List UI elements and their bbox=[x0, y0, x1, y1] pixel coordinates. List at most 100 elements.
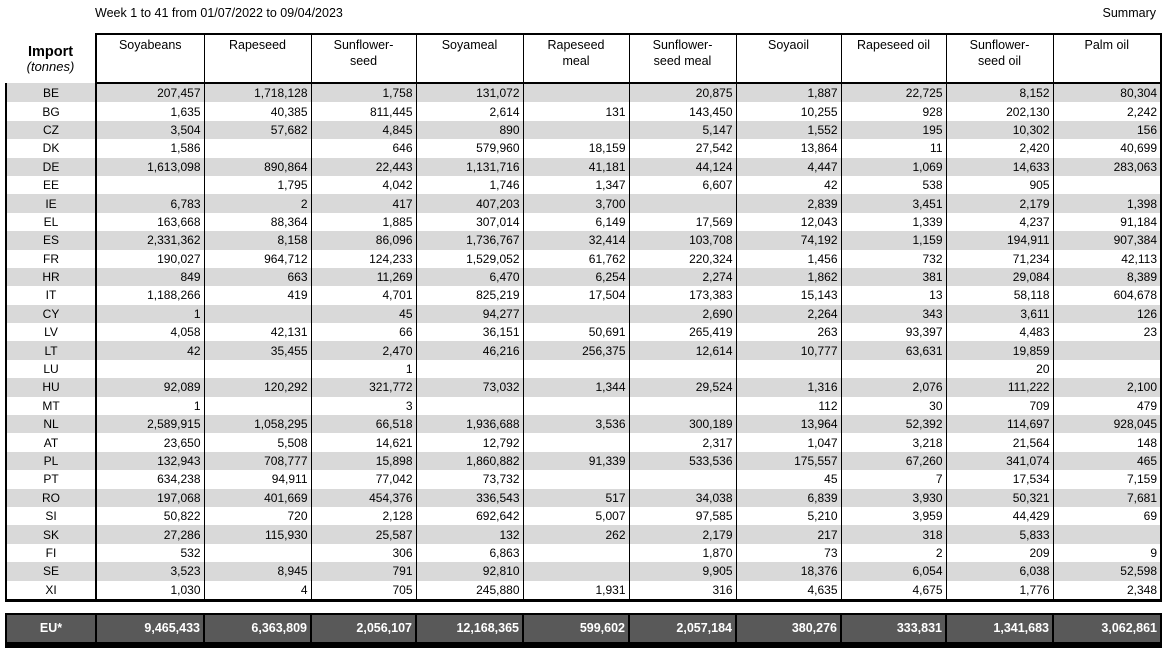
value-cell: 94,277 bbox=[416, 304, 524, 324]
value-cell: 61,762 bbox=[523, 249, 630, 268]
value-cell: 11 bbox=[841, 139, 947, 158]
value-cell: 4,237 bbox=[946, 212, 1054, 232]
column-header-soyaoil: Soyaoil bbox=[735, 33, 842, 84]
table-row-hr: HR 849 663 11,269 6,470 6,254 2,274 1,862 381 29,… bbox=[5, 267, 1162, 287]
value-cell: 265,419 bbox=[629, 323, 737, 342]
row-label-it: IT bbox=[5, 286, 97, 305]
row-label-xi: XI bbox=[5, 580, 97, 602]
value-cell: 2,274 bbox=[629, 267, 737, 287]
value-cell: 156 bbox=[1053, 120, 1162, 140]
value-cell: 849 bbox=[96, 267, 205, 287]
value-cell: 4,447 bbox=[736, 157, 842, 176]
value-cell: 479 bbox=[1053, 396, 1162, 416]
value-cell bbox=[204, 396, 312, 416]
table-row-cz: CZ 3,504 57,682 4,845 890 5,147 1,552 195 10,302… bbox=[5, 120, 1162, 140]
row-label-cz: CZ bbox=[5, 120, 97, 140]
table-row-mt: MT 1 3 112 30 709 479 bbox=[5, 396, 1162, 416]
column-header-sunflower-seed: Sunflower-seed bbox=[310, 33, 417, 84]
value-cell: 40,385 bbox=[204, 102, 312, 121]
value-cell: 1,936,688 bbox=[416, 415, 524, 434]
column-header-rapeseed-oil: Rapeseed oil bbox=[840, 33, 947, 84]
value-cell: 1,131,716 bbox=[416, 157, 524, 176]
value-cell bbox=[523, 359, 630, 379]
value-cell: 207,457 bbox=[96, 83, 205, 103]
value-cell: 1,316 bbox=[736, 378, 842, 397]
column-header-palm-oil: Palm oil bbox=[1052, 33, 1162, 84]
value-cell: 29,524 bbox=[629, 378, 737, 397]
value-cell: 20 bbox=[946, 359, 1054, 379]
value-cell: 91,184 bbox=[1053, 212, 1162, 232]
value-cell: 9,905 bbox=[629, 562, 737, 581]
value-cell: 907,384 bbox=[1053, 231, 1162, 250]
value-cell: 194,911 bbox=[946, 231, 1054, 250]
row-label-cy: CY bbox=[5, 304, 97, 324]
value-cell: 88,364 bbox=[204, 212, 312, 232]
value-cell: 1,586 bbox=[96, 139, 205, 158]
value-cell: 15,898 bbox=[311, 451, 417, 471]
value-cell: 1 bbox=[96, 396, 205, 416]
value-cell: 12,043 bbox=[736, 212, 842, 232]
table-row-cy: CY 1 45 94,277 2,690 2,264 343 3,611 126 bbox=[5, 304, 1162, 324]
value-cell: 1,870 bbox=[629, 543, 737, 563]
value-cell: 3,523 bbox=[96, 562, 205, 581]
value-cell: 52,392 bbox=[841, 415, 947, 434]
value-cell: 263 bbox=[736, 323, 842, 342]
value-cell: 8,152 bbox=[946, 83, 1054, 103]
value-cell: 890,864 bbox=[204, 157, 312, 176]
value-cell: 1,398 bbox=[1053, 194, 1162, 213]
row-label-hr: HR bbox=[5, 267, 97, 287]
row-label-pt: PT bbox=[5, 470, 97, 489]
value-cell: 2,470 bbox=[311, 341, 417, 360]
value-cell: 1,776 bbox=[946, 580, 1054, 602]
value-cell: 1,456 bbox=[736, 249, 842, 268]
value-cell: 13,964 bbox=[736, 415, 842, 434]
value-cell: 20,875 bbox=[629, 83, 737, 103]
total-value-cell: 9,465,433 bbox=[95, 612, 205, 648]
table-row-si: SI 50,822 720 2,128 692,642 5,007 97,585 5,210 3… bbox=[5, 506, 1162, 526]
total-value-cell: 380,276 bbox=[735, 612, 842, 648]
value-cell: 256,375 bbox=[523, 341, 630, 360]
value-cell: 381 bbox=[841, 267, 947, 287]
value-cell: 3,611 bbox=[946, 304, 1054, 324]
row-label-be: BE bbox=[5, 83, 97, 103]
value-cell: 66,518 bbox=[311, 415, 417, 434]
value-cell: 791 bbox=[311, 562, 417, 581]
value-cell: 2,690 bbox=[629, 304, 737, 324]
summary-label: Summary bbox=[1102, 6, 1156, 20]
value-cell: 29,084 bbox=[946, 267, 1054, 287]
row-label-dk: DK bbox=[5, 139, 97, 158]
value-cell: 7,159 bbox=[1053, 470, 1162, 489]
value-cell: 18,159 bbox=[523, 139, 630, 158]
value-cell: 307,014 bbox=[416, 212, 524, 232]
value-cell: 2,242 bbox=[1053, 102, 1162, 121]
value-cell: 7,681 bbox=[1053, 488, 1162, 507]
report-header: Week 1 to 41 from 01/07/2022 to 09/04/20… bbox=[0, 0, 1164, 33]
value-cell: 8,158 bbox=[204, 231, 312, 250]
value-cell: 321,772 bbox=[311, 378, 417, 397]
value-cell: 69 bbox=[1053, 506, 1162, 526]
value-cell: 336,543 bbox=[416, 488, 524, 507]
value-cell: 45 bbox=[311, 304, 417, 324]
row-label-se: SE bbox=[5, 562, 97, 581]
value-cell: 306 bbox=[311, 543, 417, 563]
value-cell bbox=[1053, 175, 1162, 195]
value-cell: 14,621 bbox=[311, 433, 417, 452]
row-label-nl: NL bbox=[5, 415, 97, 434]
value-cell bbox=[523, 470, 630, 489]
value-cell: 5,508 bbox=[204, 433, 312, 452]
value-cell: 175,557 bbox=[736, 451, 842, 471]
value-cell: 6,783 bbox=[96, 194, 205, 213]
value-cell: 6,054 bbox=[841, 562, 947, 581]
value-cell: 1,188,266 bbox=[96, 286, 205, 305]
value-cell bbox=[523, 543, 630, 563]
value-cell: 57,682 bbox=[204, 120, 312, 140]
value-cell: 1,159 bbox=[841, 231, 947, 250]
value-cell: 2 bbox=[204, 194, 312, 213]
value-cell: 12,792 bbox=[416, 433, 524, 452]
value-cell: 709 bbox=[946, 396, 1054, 416]
value-cell: 111,222 bbox=[946, 378, 1054, 397]
value-cell: 42 bbox=[736, 175, 842, 195]
value-cell: 103,708 bbox=[629, 231, 737, 250]
value-cell: 2,076 bbox=[841, 378, 947, 397]
